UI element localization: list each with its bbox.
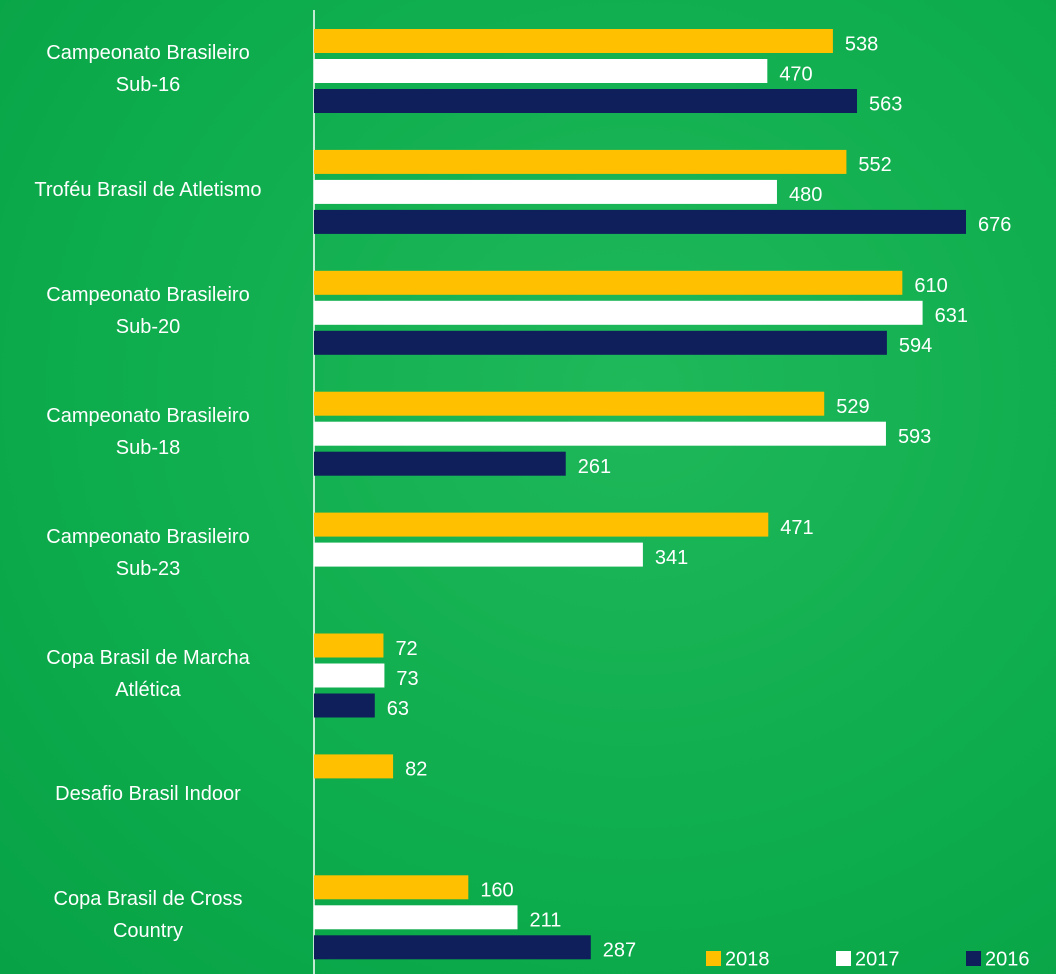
value-label: 594 xyxy=(899,335,932,357)
bar xyxy=(314,392,824,416)
value-label: 73 xyxy=(396,668,418,690)
legend-swatch xyxy=(966,951,981,966)
value-label: 72 xyxy=(395,638,417,660)
legend-label: 2018 xyxy=(725,948,770,970)
category-label: Campeonato Brasileiro Sub-16 xyxy=(34,37,262,101)
value-label: 63 xyxy=(387,698,409,720)
value-label: 261 xyxy=(578,456,611,478)
plot: 538 470 563 552 480 676 610 631594 529 593 261 471 3… xyxy=(0,0,1056,974)
category-label: Desafio Brasil Indoor xyxy=(34,778,262,810)
value-label: 211 xyxy=(530,910,562,932)
bar xyxy=(314,301,923,325)
category-label: Campeonato Brasileiro Sub-23 xyxy=(34,521,262,585)
value-label: 82 xyxy=(405,759,427,781)
category-label: Campeonato Brasileiro Sub-18 xyxy=(34,400,262,464)
value-label: 471 xyxy=(780,517,813,539)
value-label: 287 xyxy=(603,940,636,962)
value-label: 676 xyxy=(978,214,1011,236)
chart: 538 470 563 552 480 676 610 631594 529 593 261 471 3… xyxy=(0,0,1056,974)
category-label: Campeonato Brasileiro Sub-20 xyxy=(34,279,262,343)
value-label: 593 xyxy=(898,426,931,448)
bar xyxy=(314,210,966,234)
value-label: 563 xyxy=(869,93,902,115)
bar xyxy=(314,694,375,718)
bar xyxy=(314,422,886,446)
legend-label: 2017 xyxy=(855,948,900,970)
category-label: Copa Brasil de Marcha Atlética xyxy=(34,642,262,706)
bar xyxy=(314,271,902,295)
bar xyxy=(314,452,566,476)
value-label: 631 xyxy=(935,305,968,327)
bar xyxy=(314,875,468,899)
value-label: 470 xyxy=(779,63,812,85)
bar xyxy=(314,331,887,355)
value-label: 552 xyxy=(858,154,891,176)
value-label: 341 xyxy=(655,547,688,569)
category-label: Copa Brasil de Cross Country xyxy=(34,883,262,947)
category-label: Troféu Brasil de Atletismo xyxy=(34,174,262,206)
value-label: 160 xyxy=(480,880,513,902)
bar xyxy=(314,543,643,567)
legend-swatch xyxy=(706,951,721,966)
bar xyxy=(314,29,833,53)
value-label: 610 xyxy=(914,275,947,297)
bar xyxy=(314,935,591,959)
bar xyxy=(314,664,384,688)
bar xyxy=(314,513,768,537)
bar xyxy=(314,634,383,658)
bar xyxy=(314,180,777,204)
bar xyxy=(314,150,846,174)
value-label: 538 xyxy=(845,33,878,55)
bar xyxy=(314,59,767,83)
legend-swatch xyxy=(836,951,851,966)
bar xyxy=(314,89,857,113)
value-label: 480 xyxy=(789,184,822,206)
value-label: 529 xyxy=(836,396,869,418)
bar xyxy=(314,905,518,929)
legend-label: 2016 xyxy=(985,948,1030,970)
bar xyxy=(314,754,393,778)
